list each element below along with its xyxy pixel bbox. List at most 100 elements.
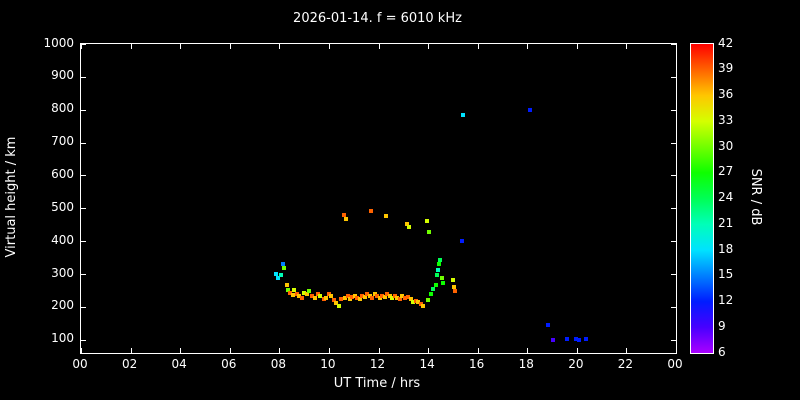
y-tick	[81, 76, 86, 78]
data-point	[282, 266, 287, 271]
x-tick	[279, 348, 281, 353]
data-point	[573, 336, 578, 341]
data-point	[452, 284, 457, 289]
data-point	[334, 301, 339, 306]
y-tick	[671, 76, 676, 78]
data-point	[345, 293, 350, 298]
data-point	[357, 297, 362, 302]
data-point	[400, 293, 405, 298]
data-point	[336, 303, 341, 308]
data-point	[324, 295, 329, 300]
data-point	[436, 267, 440, 272]
data-point	[380, 293, 385, 298]
data-point	[405, 222, 409, 227]
data-point	[344, 216, 349, 221]
data-point	[299, 295, 304, 300]
data-point	[434, 272, 439, 277]
colorbar-tick-label: 27	[718, 164, 734, 179]
data-point	[438, 257, 443, 262]
y-tick-label: 700	[51, 134, 74, 149]
data-point	[273, 272, 278, 277]
data-point	[385, 292, 390, 297]
data-point	[408, 297, 413, 302]
data-point	[321, 297, 326, 302]
data-point	[428, 292, 433, 297]
x-tick	[576, 44, 578, 49]
y-tick	[671, 274, 676, 276]
x-tick-label: 00	[667, 357, 683, 371]
y-tick	[81, 339, 86, 341]
y-tick	[671, 208, 676, 210]
y-tick	[81, 142, 86, 144]
data-point	[318, 294, 323, 299]
data-point	[355, 295, 360, 300]
data-point	[551, 337, 556, 342]
data-point	[313, 295, 318, 300]
data-point	[375, 294, 380, 299]
data-point	[362, 295, 367, 300]
x-tick-label: 14	[419, 357, 435, 371]
data-point	[564, 336, 569, 341]
data-point	[352, 293, 357, 298]
data-point	[377, 295, 382, 300]
x-tick-label: 18	[518, 357, 534, 371]
x-tick-label: 10	[320, 357, 336, 371]
colorbar-tick-label: 15	[718, 267, 734, 282]
x-tick	[527, 348, 529, 353]
data-point	[527, 107, 532, 112]
data-point	[418, 302, 423, 307]
colorbar-tick-label: 42	[718, 35, 734, 50]
y-tick-label: 300	[51, 265, 74, 280]
data-point	[424, 218, 429, 223]
y-tick-label: 600	[51, 166, 74, 181]
x-tick-label: 02	[121, 357, 138, 371]
data-point	[286, 287, 290, 292]
x-tick	[279, 44, 281, 49]
data-point	[370, 295, 375, 300]
data-point	[339, 297, 344, 302]
x-axis-label: UT Time / hrs	[333, 376, 421, 391]
y-tick	[671, 109, 676, 111]
x-tick	[576, 348, 578, 353]
chart-title: 2026-01-14. f = 6010 kHz	[293, 11, 462, 26]
x-tick-label: 20	[568, 357, 584, 371]
x-tick	[328, 348, 330, 353]
colorbar-tick-label: 6	[718, 344, 726, 359]
y-tick-label: 1000	[43, 35, 74, 50]
x-tick	[130, 44, 132, 49]
data-point	[459, 239, 464, 244]
data-point	[369, 208, 374, 213]
x-tick	[428, 44, 430, 49]
data-point	[372, 292, 377, 297]
data-point	[440, 280, 445, 285]
data-point	[315, 292, 320, 297]
x-tick	[676, 348, 677, 353]
data-point	[416, 300, 421, 305]
colorbar-tick-label: 30	[718, 138, 734, 153]
x-tick-label: 08	[270, 357, 286, 371]
y-tick-label: 500	[51, 199, 74, 214]
x-tick	[626, 348, 628, 353]
data-point	[397, 297, 402, 302]
y-tick	[671, 339, 676, 341]
data-point	[546, 323, 551, 328]
colorbar-tick-label: 12	[718, 293, 734, 307]
data-point	[392, 293, 397, 298]
x-tick-label: 00	[72, 357, 88, 371]
data-point	[577, 337, 582, 342]
y-tick	[81, 306, 86, 308]
data-point	[427, 230, 432, 235]
data-point	[309, 293, 314, 298]
data-point	[365, 291, 370, 296]
data-point	[406, 295, 411, 300]
data-point	[395, 295, 400, 300]
colorbar-label: SNR / dB	[748, 168, 763, 226]
x-tick	[229, 44, 231, 49]
data-point	[383, 213, 388, 218]
data-point	[402, 295, 407, 300]
y-tick	[671, 306, 676, 308]
data-point	[433, 282, 438, 287]
data-point	[341, 212, 346, 217]
data-point	[439, 276, 444, 281]
data-point	[367, 293, 372, 298]
